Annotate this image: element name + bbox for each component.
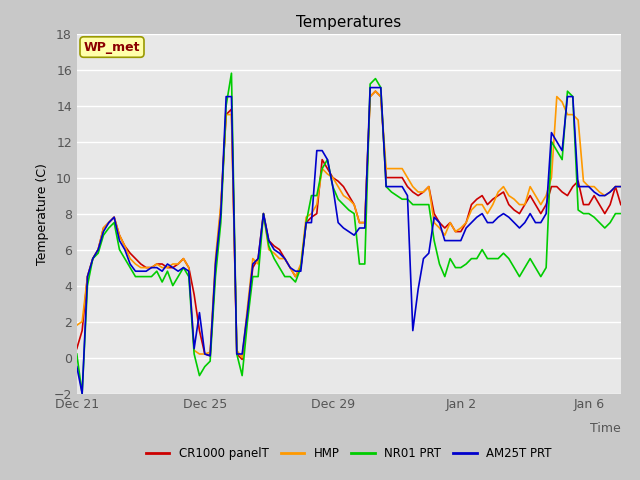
HMP	[372, 88, 380, 94]
AM25T PRT	[366, 84, 374, 90]
CR1000 panelT	[574, 178, 582, 184]
NR01 PRT	[564, 88, 572, 94]
HMP	[238, 355, 246, 360]
CR1000 panelT	[617, 202, 625, 207]
CR1000 panelT	[73, 346, 81, 351]
AM25T PRT	[580, 184, 588, 190]
CR1000 panelT	[564, 192, 572, 199]
NR01 PRT	[398, 196, 406, 202]
NR01 PRT	[233, 351, 241, 357]
CR1000 panelT	[372, 88, 380, 94]
AM25T PRT	[617, 184, 625, 190]
AM25T PRT	[590, 189, 598, 195]
CR1000 panelT	[580, 202, 588, 207]
CR1000 panelT	[590, 192, 598, 199]
NR01 PRT	[590, 214, 598, 220]
Line: CR1000 panelT: CR1000 panelT	[77, 91, 621, 360]
HMP	[73, 323, 81, 328]
AM25T PRT	[398, 184, 406, 190]
AM25T PRT	[78, 391, 86, 396]
Title: Temperatures: Temperatures	[296, 15, 401, 30]
NR01 PRT	[580, 211, 588, 216]
NR01 PRT	[574, 207, 582, 213]
AM25T PRT	[73, 364, 81, 370]
CR1000 panelT	[222, 112, 230, 118]
Text: WP_met: WP_met	[84, 40, 140, 54]
CR1000 panelT	[238, 357, 246, 362]
Text: Time: Time	[590, 422, 621, 435]
HMP	[574, 117, 582, 123]
HMP	[398, 166, 406, 171]
NR01 PRT	[78, 391, 86, 396]
AM25T PRT	[564, 94, 572, 99]
AM25T PRT	[228, 94, 236, 99]
Legend: CR1000 panelT, HMP, NR01 PRT, AM25T PRT: CR1000 panelT, HMP, NR01 PRT, AM25T PRT	[141, 443, 556, 465]
NR01 PRT	[73, 351, 81, 357]
Line: AM25T PRT: AM25T PRT	[77, 87, 621, 394]
CR1000 panelT	[398, 175, 406, 180]
NR01 PRT	[228, 70, 236, 76]
HMP	[590, 184, 598, 190]
HMP	[222, 112, 230, 118]
Line: HMP: HMP	[77, 91, 621, 358]
HMP	[564, 112, 572, 118]
AM25T PRT	[574, 184, 582, 190]
NR01 PRT	[617, 211, 625, 216]
Line: NR01 PRT: NR01 PRT	[77, 73, 621, 394]
HMP	[580, 178, 588, 184]
HMP	[617, 184, 625, 190]
Y-axis label: Temperature (C): Temperature (C)	[36, 163, 49, 264]
